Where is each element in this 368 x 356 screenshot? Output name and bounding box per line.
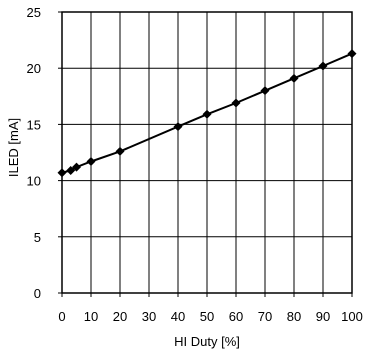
label-layer: HI Duty [%] ILED [mA] 0 10 20 30 40 50 60 70 80 9…: [6, 5, 363, 349]
y-tick-label: 5: [34, 230, 41, 245]
x-tick-label: 60: [229, 309, 243, 324]
data-point-marker: [261, 86, 270, 95]
x-axis-label: HI Duty [%]: [174, 334, 240, 349]
data-point-marker: [58, 168, 67, 177]
x-tick-label: 100: [341, 309, 363, 324]
grid-layer: [62, 12, 352, 293]
x-tick-label: 30: [142, 309, 156, 324]
x-tick-label: 40: [171, 309, 185, 324]
y-axis-label: ILED [mA]: [6, 118, 21, 177]
x-tick-label: 90: [316, 309, 330, 324]
data-point-marker: [348, 49, 357, 58]
x-tick-label: 10: [84, 309, 98, 324]
x-tick-label: 70: [258, 309, 272, 324]
data-point-marker: [116, 147, 125, 156]
y-tick-label: 25: [27, 5, 41, 20]
x-tick-label: 0: [58, 309, 65, 324]
data-point-marker: [203, 110, 212, 119]
y-tick-label: 20: [27, 61, 41, 76]
data-point-marker: [87, 157, 96, 166]
x-tick-label: 80: [287, 309, 301, 324]
y-tick-label: 10: [27, 174, 41, 189]
data-point-marker: [174, 122, 183, 131]
data-point-marker: [232, 99, 241, 108]
y-tick-label: 0: [34, 286, 41, 301]
data-point-marker: [290, 74, 299, 83]
x-tick-label: 20: [113, 309, 127, 324]
y-tick-label: 15: [27, 117, 41, 132]
x-tick-label: 50: [200, 309, 214, 324]
axes-layer: [58, 12, 352, 297]
data-point-marker: [319, 61, 328, 70]
